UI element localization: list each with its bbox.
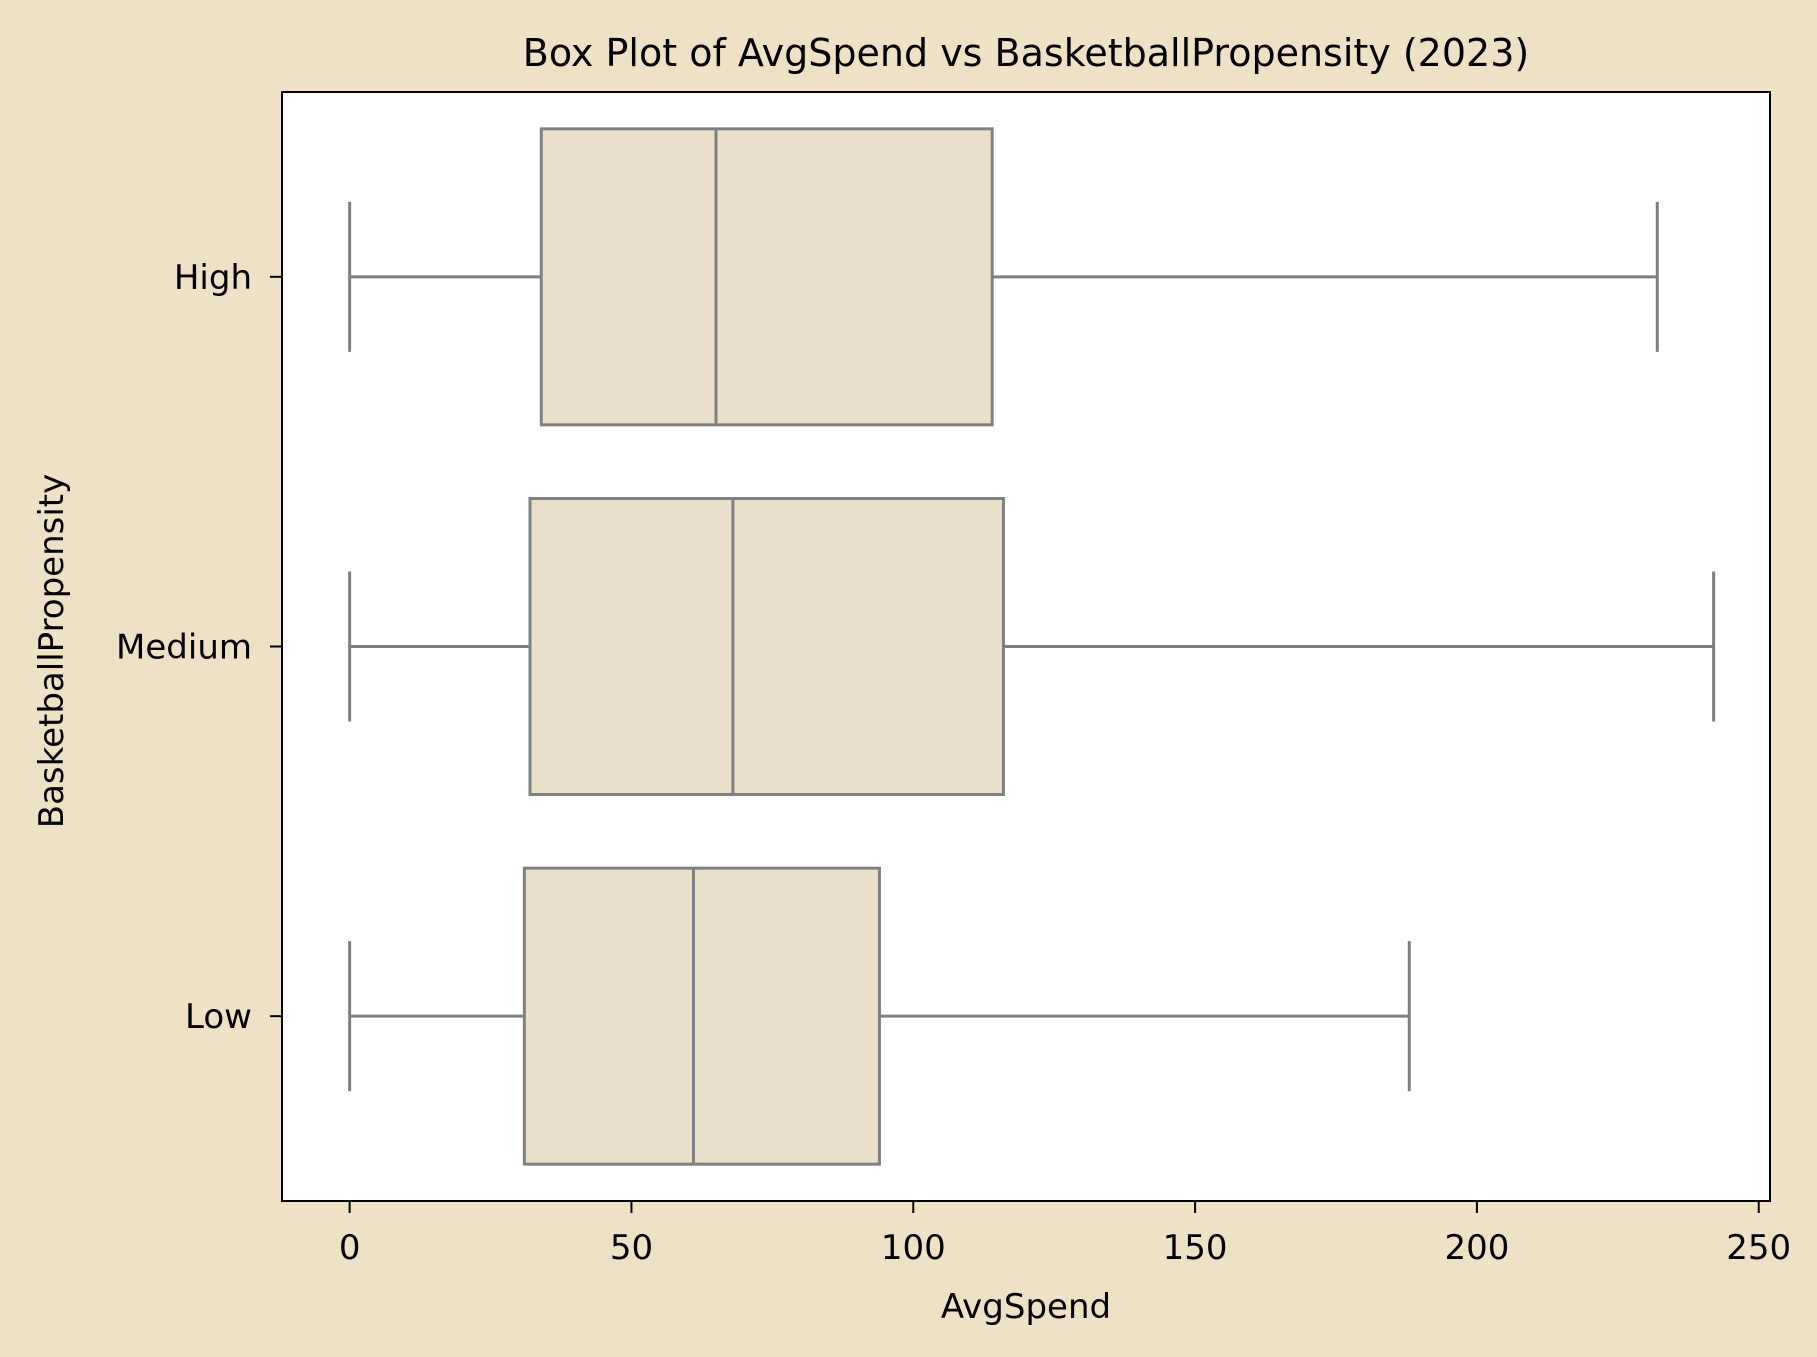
box-high [539,127,994,427]
x-tick-label-200: 200 [1444,1228,1509,1268]
x-tick-label-0: 0 [339,1228,361,1268]
box-group-medium [348,497,1716,796]
chart-title: Box Plot of AvgSpend vs BasketballPropen… [523,31,1529,75]
y-axis-label: BasketballPropensity [32,474,72,829]
box-group-high [348,127,1659,427]
x-tick-label-150: 150 [1163,1228,1228,1268]
box-medium [528,497,1005,796]
y-tick-label-medium: Medium [116,628,252,668]
axes-layer: 0 50 100 150 200 250 High Medium Low [116,258,1791,1268]
y-tick-label-low: Low [185,997,252,1037]
x-tick-label-250: 250 [1726,1228,1791,1268]
box-low [522,866,881,1166]
plot-frame [281,91,1771,1202]
y-tick-label-high: High [174,258,252,298]
boxes-layer [348,127,1716,1166]
box-group-low [348,866,1411,1166]
x-axis-label: AvgSpend [941,1287,1111,1327]
x-tick-label-50: 50 [610,1228,653,1268]
x-tick-label-100: 100 [881,1228,946,1268]
